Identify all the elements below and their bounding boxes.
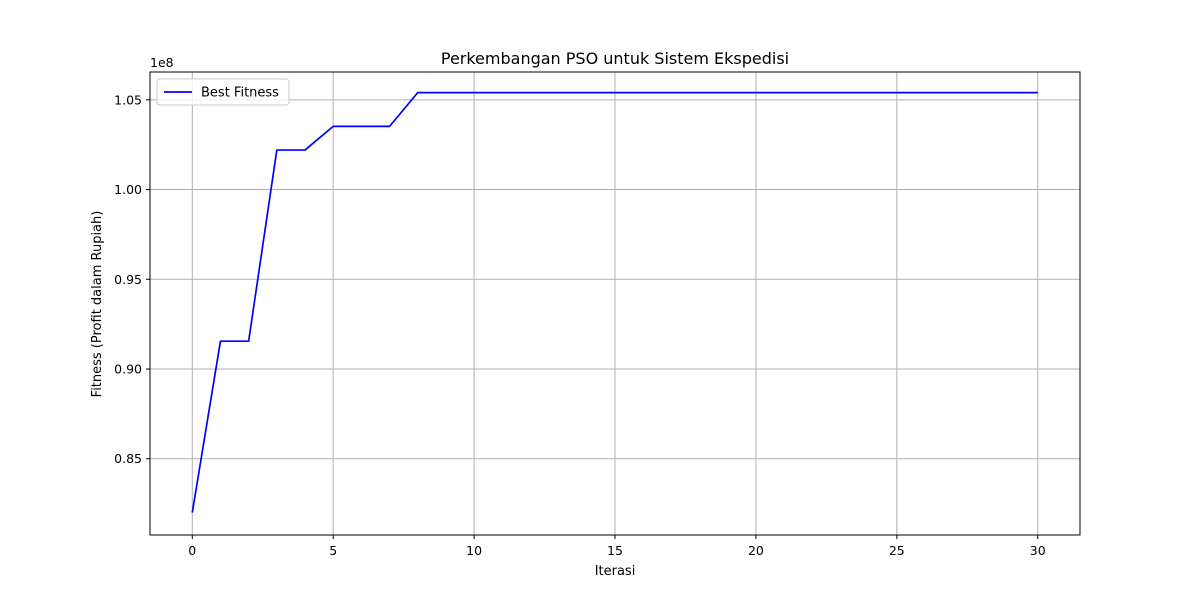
legend: Best Fitness	[156, 78, 290, 106]
x-tick-label: 10	[466, 543, 482, 558]
legend-label: Best Fitness	[201, 86, 279, 101]
legend-box	[156, 78, 290, 106]
x-tick-label: 20	[748, 543, 764, 558]
y-tick-label: 0.85	[114, 451, 142, 466]
y-tick-label: 0.90	[114, 362, 142, 377]
chart-title: Perkembangan PSO untuk Sistem Ekspedisi	[441, 49, 789, 68]
y-tick-label: 1.00	[114, 182, 142, 197]
x-axis-ticks: 0 5 10 15 20 25 30	[188, 535, 1046, 558]
y-axis-ticks: 0.85 0.90 0.95 1.00 1.05	[114, 92, 150, 466]
x-tick-label: 5	[329, 543, 337, 558]
x-tick-label: 15	[607, 543, 623, 558]
grid-lines	[150, 72, 1080, 535]
x-tick-label: 25	[889, 543, 905, 558]
y-axis-label: Fitness (Profit dalam Rupiah)	[90, 211, 105, 398]
y-tick-label: 1.05	[114, 92, 142, 107]
x-tick-label: 0	[188, 543, 196, 558]
series-line-0	[191, 91, 1038, 513]
series-lines	[191, 91, 1038, 513]
x-axis-label: Iterasi	[595, 564, 636, 579]
y-axis-offset-label: 1e8	[150, 55, 174, 70]
y-tick-label: 0.95	[114, 272, 142, 287]
x-tick-label: 30	[1030, 543, 1046, 558]
